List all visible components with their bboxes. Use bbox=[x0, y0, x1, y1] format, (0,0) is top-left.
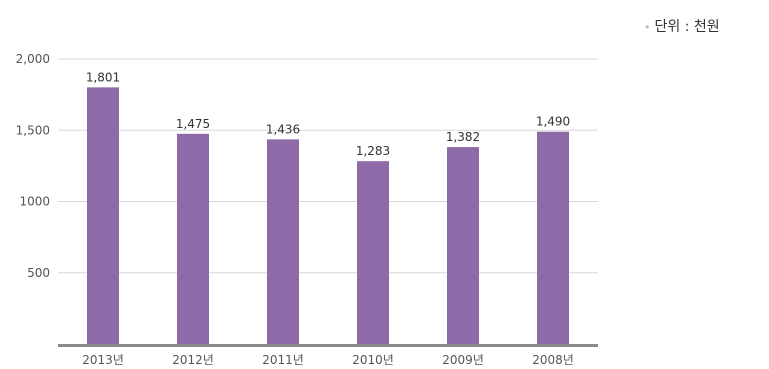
data-label: 1,382 bbox=[446, 130, 480, 144]
bar bbox=[87, 87, 119, 345]
y-tick-label: 1,500 bbox=[16, 123, 50, 137]
x-tick-label: 2010년 bbox=[352, 353, 394, 367]
y-axis-ticks: 2,000 1,500 1000 500 bbox=[16, 52, 50, 280]
y-tick-label: 1000 bbox=[19, 195, 50, 209]
bar bbox=[537, 131, 569, 344]
y-tick-label: 500 bbox=[27, 266, 50, 280]
data-label: 1,436 bbox=[266, 122, 300, 136]
data-label: 1,283 bbox=[356, 144, 390, 158]
unit-note: • 단위 : 천원 bbox=[644, 16, 720, 36]
x-tick-label: 2011년 bbox=[262, 353, 304, 367]
bars bbox=[87, 87, 569, 345]
x-tick-label: 2008년 bbox=[532, 353, 574, 367]
bar bbox=[357, 161, 389, 344]
x-tick-label: 2012년 bbox=[172, 353, 214, 367]
bar bbox=[177, 133, 209, 344]
bar bbox=[267, 139, 299, 344]
x-tick-label: 2013년 bbox=[82, 353, 124, 367]
x-tick-label: 2009년 bbox=[442, 353, 484, 367]
bullet-dot-icon: • bbox=[644, 21, 651, 34]
gridlines bbox=[58, 58, 598, 274]
data-label: 1,490 bbox=[536, 115, 570, 129]
data-label: 1,801 bbox=[86, 70, 120, 84]
x-axis-labels: 2013년 2012년 2011년 2010년 2009년 2008년 bbox=[82, 353, 574, 367]
data-label: 1,475 bbox=[176, 117, 210, 131]
unit-note-text: 단위 : 천원 bbox=[654, 19, 720, 35]
data-labels: 1,801 1,475 1,436 1,283 1,382 1,490 bbox=[86, 70, 570, 158]
bar bbox=[447, 147, 479, 344]
y-tick-label: 2,000 bbox=[16, 52, 50, 66]
